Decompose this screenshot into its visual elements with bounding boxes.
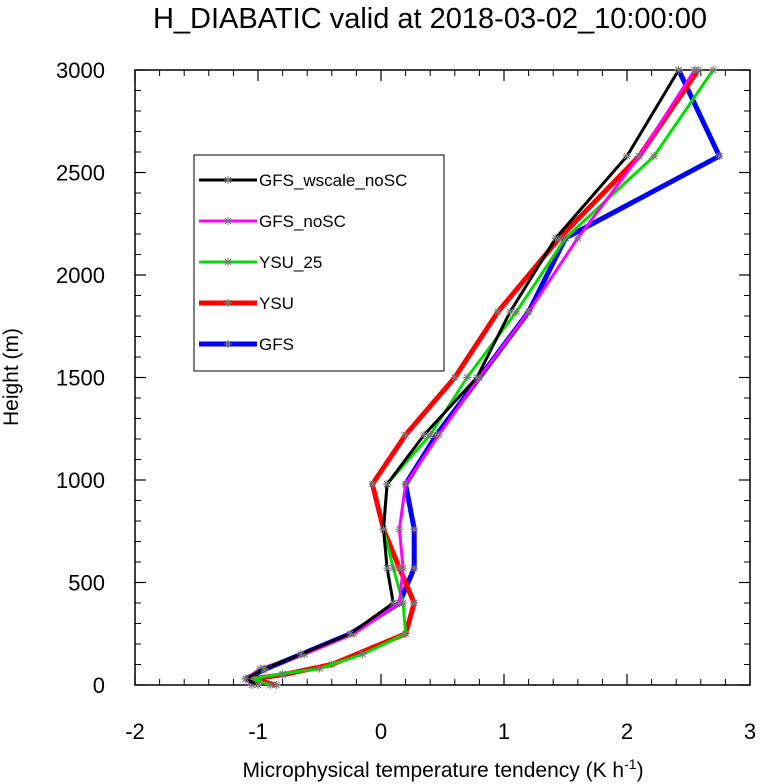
series-point-YSU_25 <box>315 664 324 673</box>
series-point-YSU <box>368 480 377 489</box>
y-tick-label: 1500 <box>56 366 105 391</box>
legend: GFS_wscale_noSC GFS_noSC YSU_25 YSU GFS <box>193 154 445 372</box>
series-point-YSU <box>272 681 281 689</box>
series-point-GFS_wscale_noSC <box>472 373 481 382</box>
legend-box <box>193 154 445 372</box>
x-tick-label: 1 <box>498 719 510 744</box>
series-point-GFS_wscale_noSC <box>346 629 355 638</box>
legend-marker <box>224 176 232 184</box>
y-axis-label: Height (m) <box>0 328 23 426</box>
legend-label: YSU_25 <box>259 253 322 272</box>
y-tick-label: 2000 <box>56 263 105 288</box>
series-point-YSU <box>450 373 459 382</box>
series-point-GFS_noSC <box>434 430 443 439</box>
x-axis-label-close: ) <box>637 759 644 782</box>
series-point-GFS_noSC <box>395 525 404 534</box>
plot-series <box>241 66 724 689</box>
series-point-YSU_25 <box>401 629 410 638</box>
legend-marker <box>224 258 232 266</box>
series-point-GFS <box>715 152 724 161</box>
series-point-YSU_25 <box>709 66 718 74</box>
legend-label: GFS <box>259 335 294 354</box>
series-point-GFS_wscale_noSC <box>260 664 269 673</box>
x-axis-label: Microphysical temperature tendency (K h-… <box>242 756 643 782</box>
series-point-YSU_25 <box>266 681 275 689</box>
x-tick-label: 2 <box>621 719 633 744</box>
series-point-GFS_wscale_noSC <box>420 430 429 439</box>
series-point-YSU_25 <box>463 373 472 382</box>
series-point-YSU <box>493 307 502 316</box>
series-point-GFS <box>410 564 419 573</box>
y-tick-label: 2500 <box>56 161 105 186</box>
x-tick-label: 3 <box>744 719 756 744</box>
legend-label: GFS_noSC <box>259 212 346 231</box>
series-point-GFS_noSC <box>635 152 644 161</box>
y-tick-label: 1000 <box>56 468 105 493</box>
y-axis: 0 500 1000 1500 2000 2500 3000 <box>56 58 750 698</box>
x-tick-label: -1 <box>248 719 268 744</box>
series-point-GFS_noSC <box>399 564 408 573</box>
legend-marker <box>224 299 232 307</box>
legend-marker <box>224 217 232 225</box>
chart-title: H_DIABATIC valid at 2018-03-02_10:00:00 <box>153 3 707 35</box>
series-point-GFS_noSC <box>690 66 699 74</box>
x-tick-label: -2 <box>125 719 145 744</box>
series-point-GFS_wscale_noSC <box>506 307 515 316</box>
y-tick-label: 3000 <box>56 58 105 83</box>
legend-label: YSU <box>259 294 294 313</box>
series-point-YSU_25 <box>278 669 287 678</box>
series-point-GFS_wscale_noSC <box>674 66 683 74</box>
series-point-GFS_wscale_noSC <box>383 564 392 573</box>
series-point-GFS_wscale_noSC <box>623 152 631 161</box>
series-point-GFS <box>410 525 419 534</box>
series-point-YSU_25 <box>358 650 367 659</box>
legend-label: GFS_wscale_noSC <box>259 171 407 190</box>
series-point-YSU_25 <box>561 234 570 243</box>
legend-marker <box>224 340 232 348</box>
x-axis-label-sup: -1 <box>624 756 637 772</box>
y-tick-label: 500 <box>68 571 105 596</box>
series-point-GFS_wscale_noSC <box>254 681 262 689</box>
series-point-GFS_wscale_noSC <box>551 234 560 243</box>
x-axis: -2 -1 0 1 2 3 <box>125 70 756 744</box>
series-point-GFS_wscale_noSC <box>241 674 250 683</box>
series-point-GFS_noSC <box>524 307 533 316</box>
series-point-YSU <box>401 430 410 439</box>
series-point-GFS_wscale_noSC <box>379 525 388 534</box>
series-point-YSU_25 <box>650 152 659 161</box>
series-point-GFS_wscale_noSC <box>297 650 306 659</box>
x-axis-label-main: Microphysical temperature tendency (K h <box>242 759 624 782</box>
series-point-GFS_noSC <box>401 480 410 489</box>
x-tick-label: 0 <box>375 719 387 744</box>
series-point-GFS_wscale_noSC <box>383 480 392 489</box>
series-line-YSU_25 <box>250 69 715 687</box>
y-tick-label: 0 <box>93 673 105 698</box>
series-point-GFS_noSC <box>573 234 582 243</box>
series-point-GFS_wscale_noSC <box>389 599 398 607</box>
series-point-YSU <box>410 599 419 607</box>
